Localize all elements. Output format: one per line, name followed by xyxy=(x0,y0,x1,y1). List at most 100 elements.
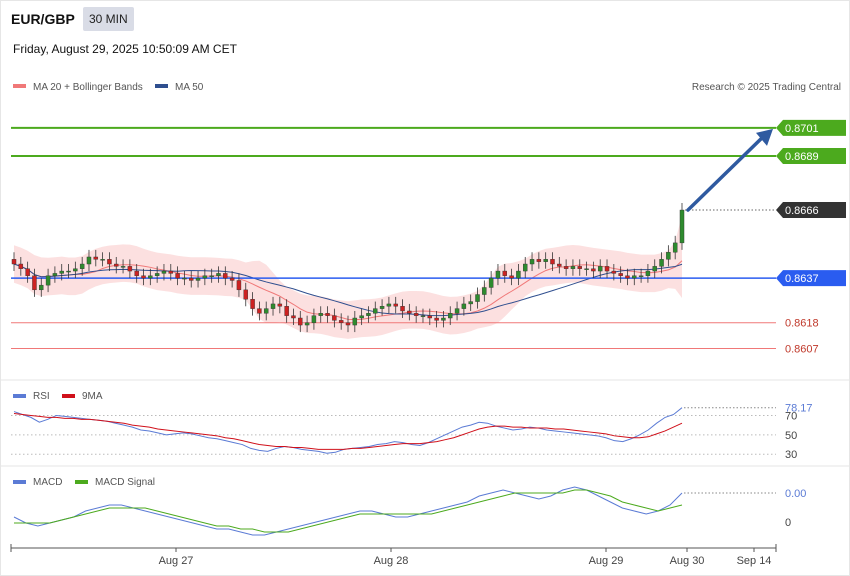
candle-body xyxy=(134,270,139,276)
candle-body xyxy=(434,317,439,321)
bollinger-band xyxy=(14,215,682,339)
candle-body xyxy=(202,275,208,279)
candle-body xyxy=(543,259,548,262)
candle-body xyxy=(318,313,323,316)
candle-body xyxy=(270,303,276,309)
candle-body xyxy=(563,266,569,269)
candle-body xyxy=(482,287,487,295)
x-axis-label: Sep 14 xyxy=(737,555,772,567)
legend-swatch-macd-signal xyxy=(75,480,88,484)
rsi-ma-line xyxy=(13,413,683,450)
candle-body xyxy=(298,317,303,326)
candle-body xyxy=(373,308,378,314)
candle-body xyxy=(291,315,296,319)
candle-body xyxy=(645,270,651,276)
current-level-label: 0.8666 xyxy=(785,205,819,217)
candle-body xyxy=(107,259,112,265)
rsi-tick-label: 70 xyxy=(785,410,797,422)
candle-body xyxy=(304,322,310,326)
candle-body xyxy=(413,313,419,316)
candle-body xyxy=(18,263,24,269)
candle-body xyxy=(39,284,44,291)
legend-swatch-rsi xyxy=(13,394,26,398)
candle-body xyxy=(625,275,630,279)
timeframe-button[interactable]: 30 MIN xyxy=(83,7,134,31)
x-axis-label: Aug 29 xyxy=(589,555,624,567)
candle-body xyxy=(66,270,71,273)
rsi-last-value: 78.17 xyxy=(785,403,813,415)
x-axis-label: Aug 27 xyxy=(159,555,194,567)
macd-signal-line xyxy=(14,489,683,533)
candle-body xyxy=(100,259,105,261)
legend-macd-signal: MACD Signal xyxy=(95,477,155,488)
timestamp: Friday, August 29, 2025 10:50:09 AM CET xyxy=(13,42,237,56)
candle-body xyxy=(120,266,126,268)
rsi-tick-label: 50 xyxy=(785,430,797,442)
candle-body xyxy=(591,268,596,272)
candle-body xyxy=(161,270,167,274)
candle-body xyxy=(604,266,610,272)
candle-body xyxy=(509,275,514,279)
resistance-level-label: 0.8701 xyxy=(785,123,819,135)
forecast-arrow-head xyxy=(756,128,773,146)
legend-ma20: MA 20 + Bollinger Bands xyxy=(33,82,143,93)
candle-body xyxy=(584,268,589,270)
candle-body xyxy=(666,252,671,260)
candle-body xyxy=(236,280,242,291)
macd-zero-label: 0 xyxy=(785,517,791,529)
legend-rsi: RSI xyxy=(33,391,50,402)
candle-body xyxy=(475,294,480,302)
candle-body xyxy=(597,266,603,272)
candle-body xyxy=(195,277,201,281)
candle-body xyxy=(250,299,255,309)
candle-body xyxy=(52,273,58,276)
candle-body xyxy=(209,275,214,277)
candle-body xyxy=(243,289,248,300)
candle-body xyxy=(73,268,78,272)
candle-body xyxy=(420,315,426,317)
candle-body xyxy=(516,270,521,279)
candle-body xyxy=(127,266,133,272)
candle-body xyxy=(495,270,501,279)
candle-body xyxy=(32,275,37,291)
candle-body xyxy=(263,308,269,314)
candle-body xyxy=(79,263,85,269)
candle-body xyxy=(632,275,637,279)
candle-body xyxy=(366,313,371,316)
resistance-level-tag xyxy=(776,119,846,136)
candle-body xyxy=(536,259,542,262)
candle-body xyxy=(114,263,119,267)
candle-body xyxy=(359,315,364,319)
legend-rsi-ma: 9MA xyxy=(82,391,103,402)
candle-body xyxy=(345,322,351,326)
candle-body xyxy=(45,275,51,286)
candle-body xyxy=(427,315,433,319)
support-level-label: 0.8618 xyxy=(785,318,819,330)
ma50-line xyxy=(13,263,683,317)
resistance-level-label: 0.8689 xyxy=(785,151,819,163)
candle-body xyxy=(59,270,64,274)
candle-body xyxy=(257,308,262,314)
candle-body xyxy=(468,301,473,305)
candle-body xyxy=(93,256,99,260)
candle-body xyxy=(182,277,187,280)
candle-body xyxy=(672,242,678,253)
candle-body xyxy=(352,317,358,326)
candle-body xyxy=(638,275,644,277)
candle-body xyxy=(407,310,412,314)
candle-body xyxy=(338,320,344,323)
candle-body xyxy=(284,306,289,316)
legend-swatch-ma20 xyxy=(13,84,26,88)
candle-body xyxy=(441,317,446,321)
rsi-line xyxy=(13,407,683,454)
support-level-label: 0.8607 xyxy=(785,344,819,356)
x-axis-label: Aug 30 xyxy=(670,555,705,567)
candle-body xyxy=(611,270,617,274)
macd-last-value: 0.00 xyxy=(785,488,806,500)
candle-body xyxy=(141,275,146,279)
candle-body xyxy=(448,313,453,319)
symbol-label: EUR/GBP xyxy=(11,11,75,27)
legend-swatch-ma50 xyxy=(155,84,168,88)
candle-body xyxy=(659,259,664,267)
